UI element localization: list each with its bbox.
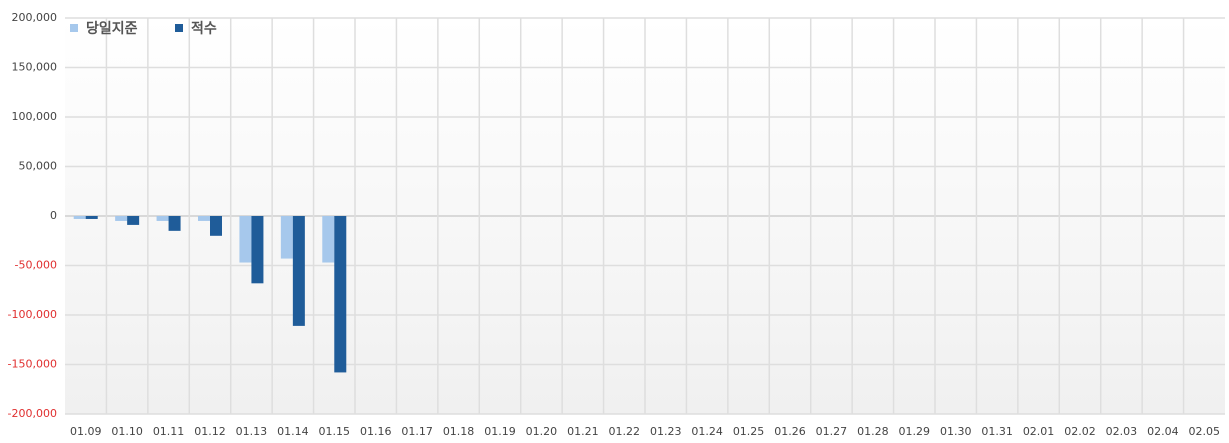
x-tick-label: 01.14 bbox=[277, 425, 309, 438]
x-tick-label: 01.09 bbox=[70, 425, 102, 438]
y-tick-label: -50,000 bbox=[15, 259, 57, 272]
x-tick-label: 01.20 bbox=[526, 425, 558, 438]
x-tick-label: 02.02 bbox=[1064, 425, 1096, 438]
y-tick-label: 150,000 bbox=[12, 61, 58, 74]
x-tick-label: 01.13 bbox=[236, 425, 268, 438]
x-tick-label: 01.26 bbox=[774, 425, 806, 438]
legend-swatch bbox=[175, 24, 183, 32]
x-tick-label: 01.25 bbox=[733, 425, 765, 438]
x-tick-label: 01.30 bbox=[940, 425, 972, 438]
x-tick-label: 01.28 bbox=[857, 425, 889, 438]
bar bbox=[115, 216, 128, 221]
bar bbox=[198, 216, 210, 221]
y-tick-label: 0 bbox=[50, 209, 57, 222]
y-tick-label: -150,000 bbox=[8, 358, 57, 371]
y-tick-label: 50,000 bbox=[19, 160, 58, 173]
x-tick-label: 01.24 bbox=[691, 425, 723, 438]
x-tick-label: 01.18 bbox=[443, 425, 475, 438]
x-tick-label: 01.15 bbox=[319, 425, 351, 438]
x-tick-label: 01.21 bbox=[567, 425, 599, 438]
x-tick-label: 01.23 bbox=[650, 425, 682, 438]
bar bbox=[251, 216, 264, 284]
x-tick-label: 01.29 bbox=[899, 425, 931, 438]
x-tick-label: 01.22 bbox=[609, 425, 641, 438]
legend-label: 적수 bbox=[191, 20, 217, 37]
bar bbox=[168, 216, 181, 231]
legend-label: 당일지준 bbox=[86, 20, 138, 37]
bar bbox=[322, 216, 335, 263]
y-tick-label: 100,000 bbox=[12, 110, 58, 123]
y-tick-label: -100,000 bbox=[8, 308, 57, 321]
x-tick-label: 01.12 bbox=[194, 425, 226, 438]
x-tick-label: 02.03 bbox=[1106, 425, 1138, 438]
x-tick-label: 02.04 bbox=[1147, 425, 1179, 438]
x-tick-label: 01.19 bbox=[484, 425, 516, 438]
x-tick-label: 01.11 bbox=[153, 425, 185, 438]
bar bbox=[239, 216, 252, 263]
bar bbox=[280, 216, 293, 259]
x-tick-label: 01.10 bbox=[111, 425, 143, 438]
y-tick-label: -200,000 bbox=[8, 407, 57, 420]
legend-swatch bbox=[70, 24, 78, 32]
bar bbox=[85, 216, 98, 219]
bar bbox=[73, 216, 86, 219]
bar bbox=[210, 216, 222, 236]
bar bbox=[156, 216, 169, 221]
bar bbox=[127, 216, 140, 225]
bar bbox=[334, 216, 347, 373]
x-tick-label: 01.31 bbox=[981, 425, 1013, 438]
x-tick-label: 01.17 bbox=[401, 425, 433, 438]
x-tick-label: 01.27 bbox=[816, 425, 848, 438]
x-tick-label: 02.01 bbox=[1023, 425, 1055, 438]
x-tick-label: 02.05 bbox=[1189, 425, 1221, 438]
x-tick-label: 01.16 bbox=[360, 425, 392, 438]
bar bbox=[292, 216, 305, 326]
y-tick-label: 200,000 bbox=[12, 11, 58, 24]
